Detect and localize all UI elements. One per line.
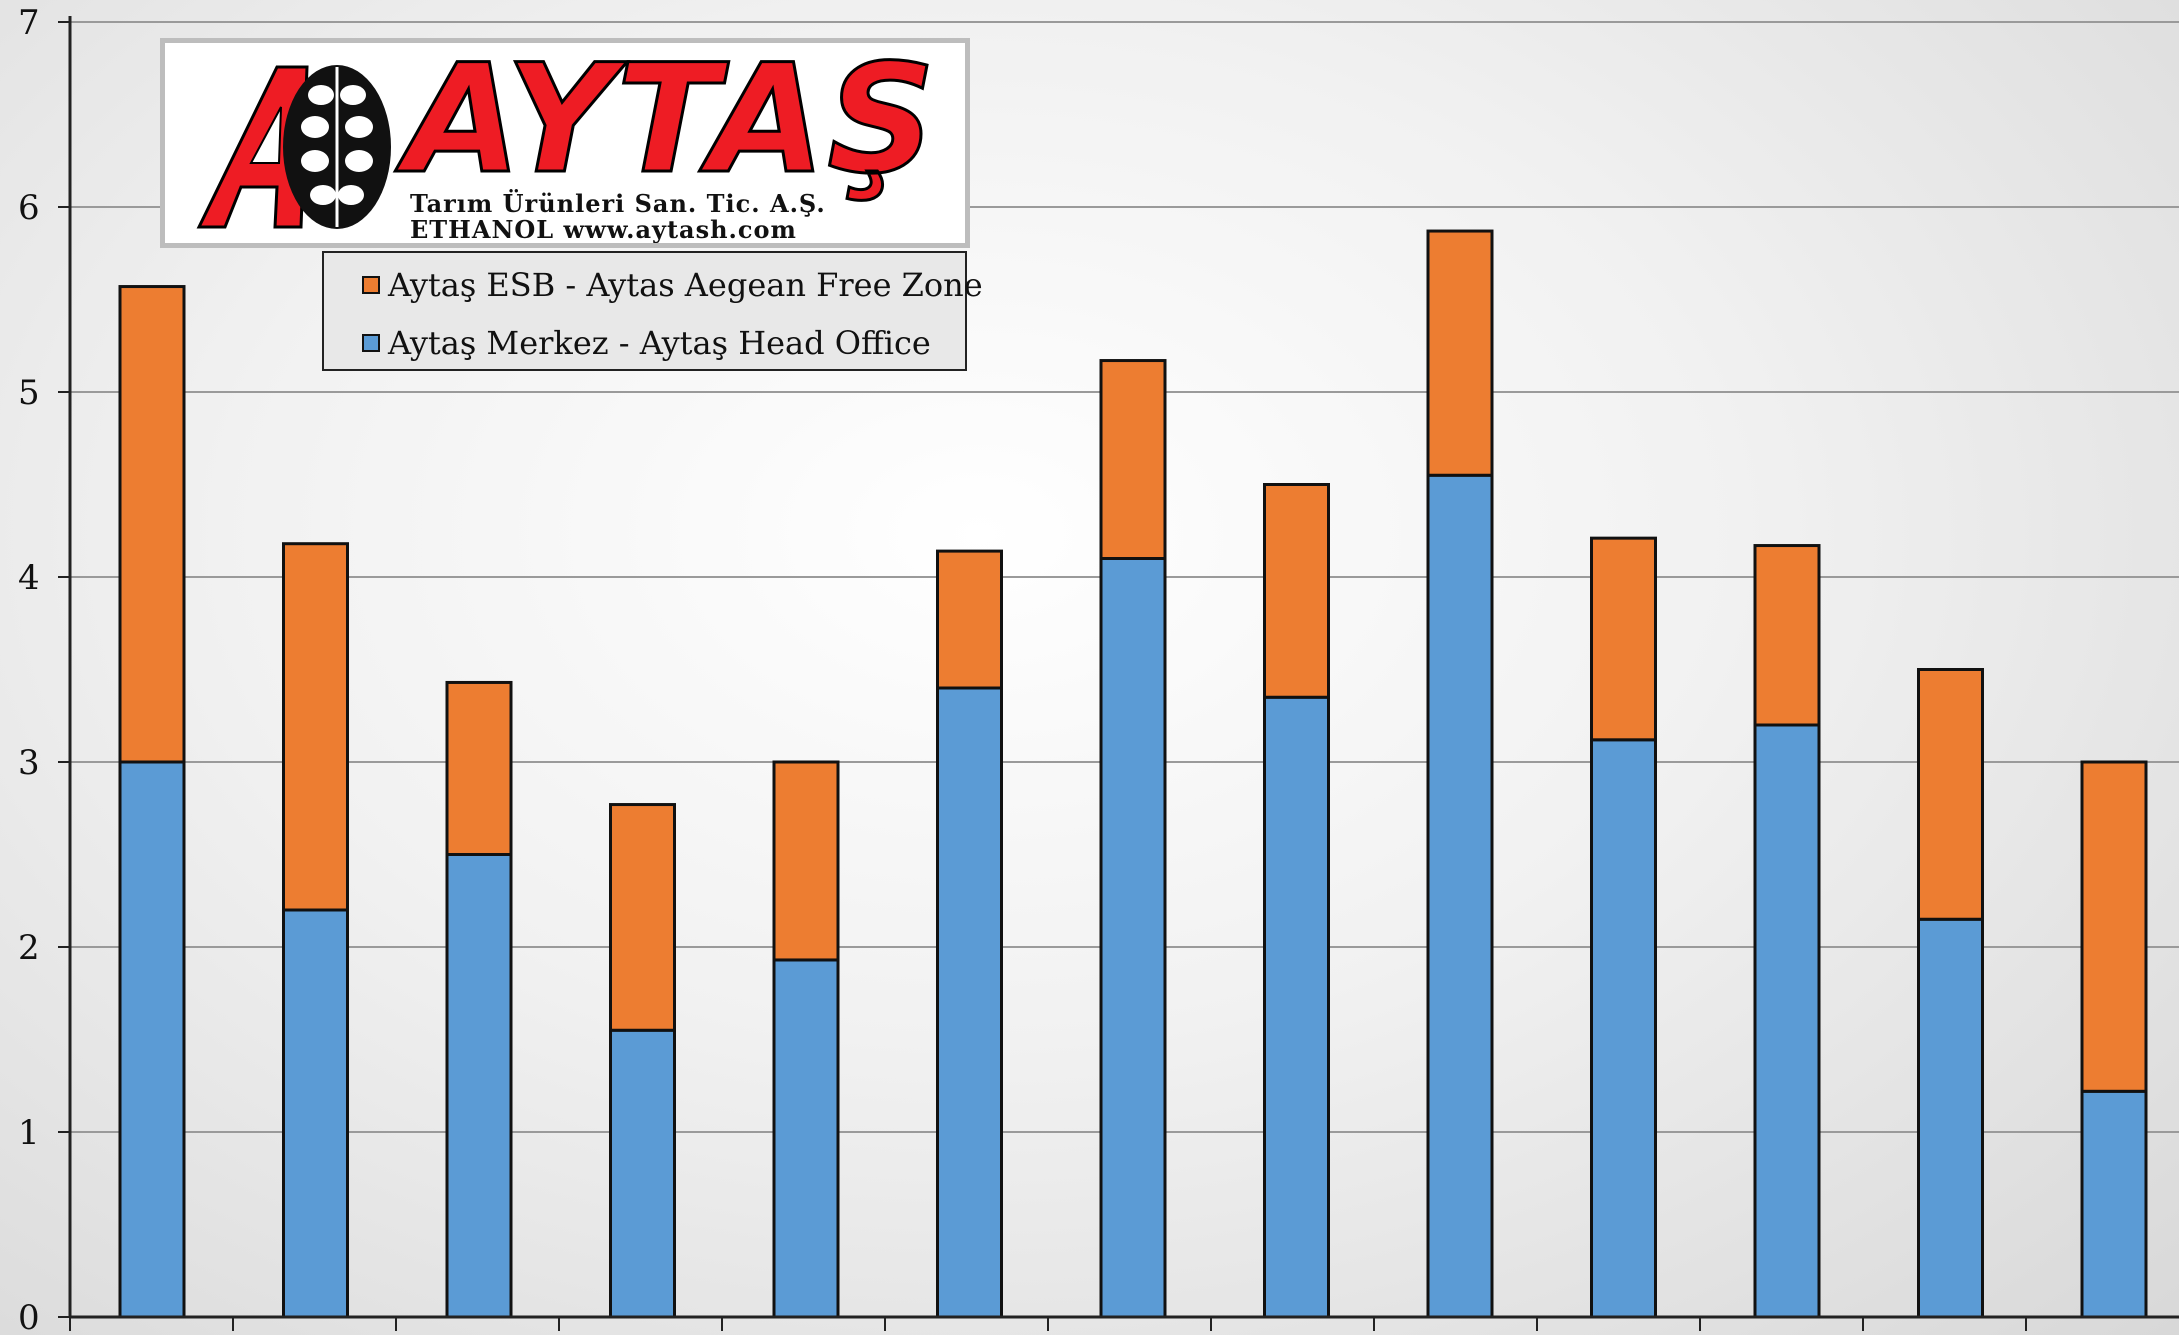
y-tick-label: 5 xyxy=(18,373,40,413)
bar-segment-esb xyxy=(1426,229,1494,477)
y-tick-label: 1 xyxy=(18,1113,40,1153)
bar-segment-esb xyxy=(118,285,186,764)
bar-segment-esb xyxy=(282,542,349,912)
bar-segment-head-office xyxy=(282,908,349,1319)
logo-subtitle: Tarım Ürünleri San. Tic. A.Ş. xyxy=(410,189,826,218)
legend-swatch-head-office xyxy=(362,334,380,352)
bar-segment-head-office xyxy=(1917,917,1984,1319)
bar-segment-head-office xyxy=(1099,557,1167,1319)
legend-item-esb: Aytaş ESB - Aytas Aegean Free Zone xyxy=(362,265,983,305)
legend-label-esb: Aytaş ESB - Aytas Aegean Free Zone xyxy=(388,266,983,304)
bar-segment-head-office xyxy=(609,1028,676,1319)
logo-mark-icon xyxy=(196,65,391,229)
legend-swatch-esb xyxy=(362,276,380,294)
bar-segment-head-office xyxy=(2080,1089,2148,1319)
y-tick-label: 4 xyxy=(18,558,40,598)
bar-segment-esb xyxy=(1753,544,1821,727)
bar-segment-esb xyxy=(936,549,1003,690)
bar-segment-esb xyxy=(1099,359,1167,560)
logo-wordmark: AYTAŞ xyxy=(403,38,938,207)
bar-segment-esb xyxy=(445,680,513,857)
bars xyxy=(118,229,2148,1319)
bar-segment-head-office xyxy=(772,958,840,1319)
logo-website: ETHANOL www.aytash.com xyxy=(410,215,797,244)
bar-segment-esb xyxy=(2080,760,2148,1093)
bar-segment-esb xyxy=(1590,536,1657,742)
company-logo: AYTAŞ Tarım Ürünleri San. Tic. A.Ş. ETHA… xyxy=(160,38,970,248)
y-tick-label: 7 xyxy=(18,3,40,43)
bar-segment-head-office xyxy=(1590,738,1657,1319)
y-tick-label: 6 xyxy=(18,188,40,228)
bar-segment-esb xyxy=(772,760,840,962)
bar-segment-head-office xyxy=(936,686,1003,1319)
bar-segment-head-office xyxy=(1263,695,1330,1319)
axes: 0 1 2 3 4 5 6 7 xyxy=(18,3,2179,1335)
bar-segment-esb xyxy=(609,803,676,1032)
bar-segment-esb xyxy=(1917,668,1984,921)
legend-item-head-office: Aytaş Merkez - Aytaş Head Office xyxy=(362,323,931,363)
y-tick-label: 3 xyxy=(18,743,40,783)
bar-segment-head-office xyxy=(445,853,513,1319)
legend: Aytaş ESB - Aytas Aegean Free Zone Aytaş… xyxy=(322,251,983,371)
y-tick-label: 2 xyxy=(18,928,40,968)
bar-segment-head-office xyxy=(1426,473,1494,1319)
bar-segment-head-office xyxy=(118,760,186,1319)
bar-segment-esb xyxy=(1263,483,1330,699)
y-tick-label: 0 xyxy=(18,1298,40,1335)
legend-label-head-office: Aytaş Merkez - Aytaş Head Office xyxy=(388,324,931,362)
bar-segment-head-office xyxy=(1753,723,1821,1319)
